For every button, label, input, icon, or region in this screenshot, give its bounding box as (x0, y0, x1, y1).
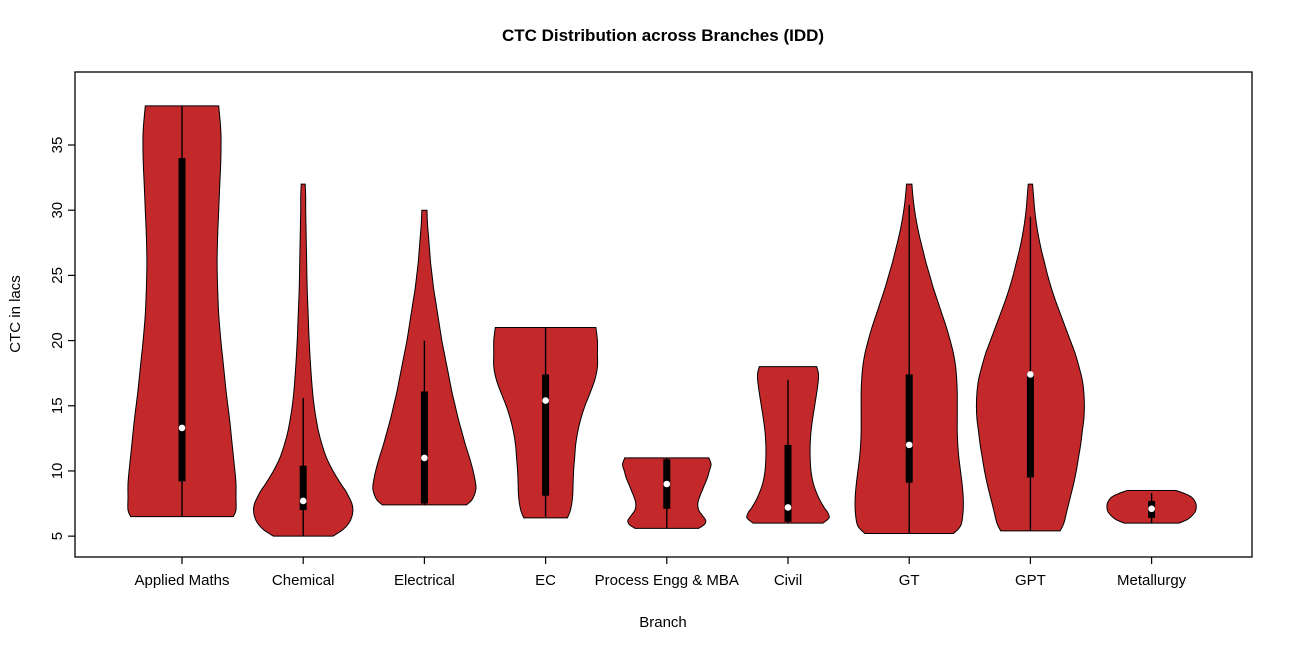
median-dot (663, 480, 671, 488)
x-tick-label: Metallurgy (1117, 572, 1187, 589)
y-tick-label: 25 (49, 267, 66, 284)
x-tick-label: GT (899, 572, 920, 589)
iqr-box (420, 391, 428, 504)
chart-title: CTC Distribution across Branches (IDD) (502, 26, 824, 45)
plot-border (74, 71, 1253, 558)
x-tick-label: Applied Maths (134, 572, 229, 589)
median-dot (905, 441, 913, 449)
y-tick-label: 5 (49, 532, 66, 540)
x-tick-label: Chemical (272, 572, 335, 589)
y-tick-label: 30 (49, 202, 66, 219)
median-dot (178, 424, 186, 432)
y-tick-label: 20 (49, 332, 66, 349)
x-tick-label: EC (535, 572, 556, 589)
x-axis-label: Branch (639, 614, 687, 631)
y-tick-label: 15 (49, 397, 66, 414)
plot-area: 5 10 15 20 25 30 35 Applied Maths Chemical Electr… (49, 71, 1253, 589)
median-dot (784, 504, 792, 511)
median-dot (542, 397, 549, 404)
y-axis-label: CTC in lacs (7, 275, 24, 353)
median-dot (1027, 371, 1034, 378)
iqr-box (178, 158, 186, 482)
median-dot (1148, 505, 1155, 513)
iqr-box (905, 374, 913, 483)
x-tick-label: Process Engg & MBA (595, 572, 739, 589)
median-dot (421, 454, 428, 462)
iqr-box (784, 444, 792, 522)
iqr-box (299, 465, 307, 511)
median-dot (299, 497, 307, 505)
x-tick-label: Electrical (394, 572, 455, 589)
iqr-box (1026, 373, 1034, 478)
violin-shape (253, 183, 354, 537)
y-tick-label: 35 (49, 137, 66, 154)
x-tick-label: Civil (774, 572, 802, 589)
iqr-box (542, 374, 550, 496)
x-tick-label: GPT (1015, 572, 1046, 589)
y-tick-label: 10 (49, 463, 66, 480)
